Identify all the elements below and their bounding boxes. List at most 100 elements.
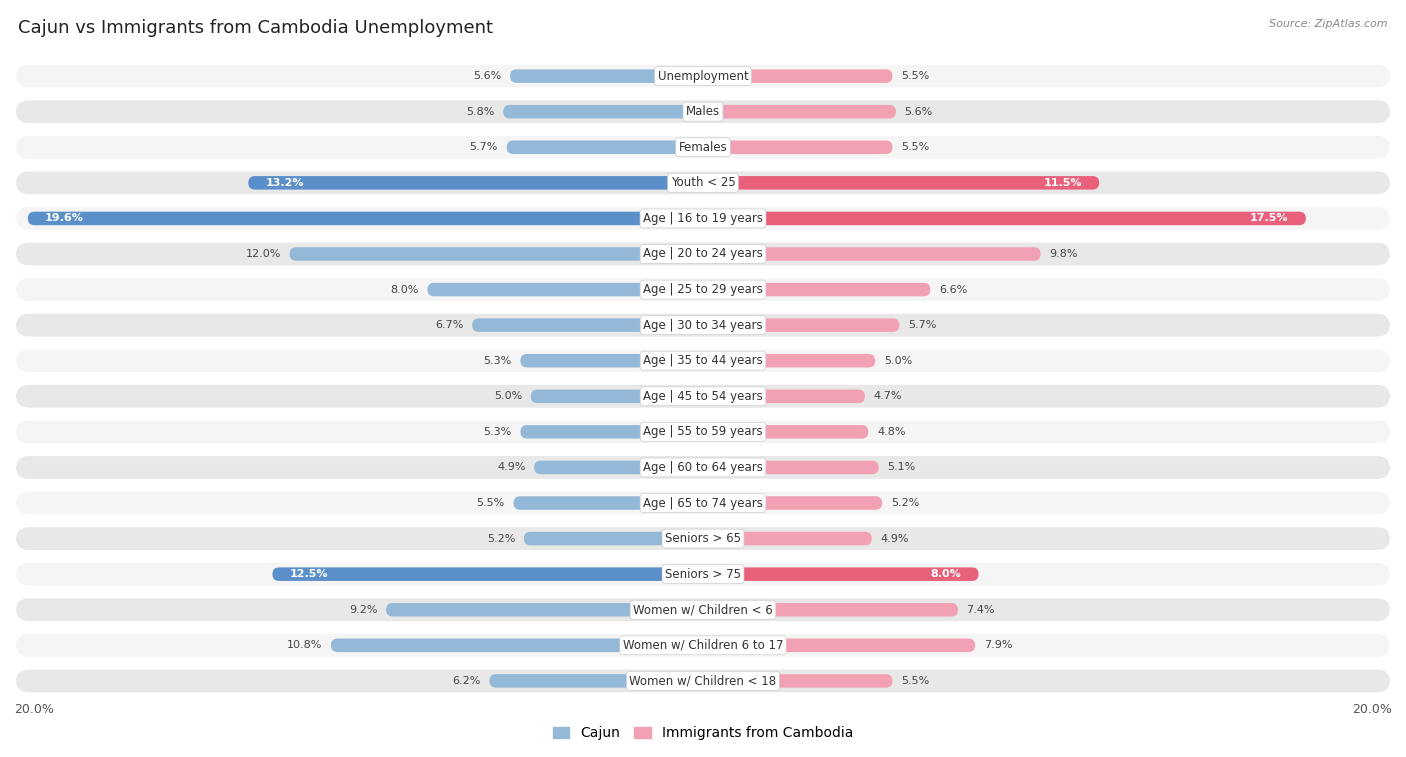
FancyBboxPatch shape xyxy=(703,248,1040,260)
Text: Age | 45 to 54 years: Age | 45 to 54 years xyxy=(643,390,763,403)
Text: 5.5%: 5.5% xyxy=(901,142,929,152)
Text: 9.8%: 9.8% xyxy=(1049,249,1077,259)
Text: 19.6%: 19.6% xyxy=(45,213,84,223)
FancyBboxPatch shape xyxy=(15,65,1391,88)
Text: 6.2%: 6.2% xyxy=(453,676,481,686)
Text: Age | 60 to 64 years: Age | 60 to 64 years xyxy=(643,461,763,474)
Text: Age | 20 to 24 years: Age | 20 to 24 years xyxy=(643,248,763,260)
Text: 13.2%: 13.2% xyxy=(266,178,304,188)
Legend: Cajun, Immigrants from Cambodia: Cajun, Immigrants from Cambodia xyxy=(547,721,859,746)
FancyBboxPatch shape xyxy=(524,532,703,545)
FancyBboxPatch shape xyxy=(520,354,703,367)
Text: Women w/ Children 6 to 17: Women w/ Children 6 to 17 xyxy=(623,639,783,652)
Text: 5.7%: 5.7% xyxy=(908,320,936,330)
FancyBboxPatch shape xyxy=(534,461,703,474)
Text: 9.2%: 9.2% xyxy=(349,605,377,615)
Text: 5.0%: 5.0% xyxy=(884,356,912,366)
FancyBboxPatch shape xyxy=(15,278,1391,301)
Text: 7.9%: 7.9% xyxy=(984,640,1012,650)
FancyBboxPatch shape xyxy=(510,70,703,83)
FancyBboxPatch shape xyxy=(703,70,893,83)
Text: 8.0%: 8.0% xyxy=(931,569,962,579)
FancyBboxPatch shape xyxy=(290,248,703,260)
Text: 4.9%: 4.9% xyxy=(880,534,908,544)
Text: Females: Females xyxy=(679,141,727,154)
Text: 4.7%: 4.7% xyxy=(873,391,903,401)
FancyBboxPatch shape xyxy=(703,176,1099,189)
Text: 20.0%: 20.0% xyxy=(1353,703,1392,716)
Text: 20.0%: 20.0% xyxy=(14,703,53,716)
Text: Age | 55 to 59 years: Age | 55 to 59 years xyxy=(643,425,763,438)
Text: 5.7%: 5.7% xyxy=(470,142,498,152)
FancyBboxPatch shape xyxy=(15,242,1391,266)
FancyBboxPatch shape xyxy=(703,283,931,296)
Text: Youth < 25: Youth < 25 xyxy=(671,176,735,189)
FancyBboxPatch shape xyxy=(15,420,1391,444)
FancyBboxPatch shape xyxy=(15,171,1391,195)
FancyBboxPatch shape xyxy=(249,176,703,189)
FancyBboxPatch shape xyxy=(520,425,703,438)
FancyBboxPatch shape xyxy=(703,425,869,438)
FancyBboxPatch shape xyxy=(15,456,1391,479)
FancyBboxPatch shape xyxy=(15,598,1391,621)
FancyBboxPatch shape xyxy=(273,568,703,581)
FancyBboxPatch shape xyxy=(28,212,703,225)
FancyBboxPatch shape xyxy=(15,349,1391,372)
Text: 5.5%: 5.5% xyxy=(477,498,505,508)
Text: 17.5%: 17.5% xyxy=(1250,213,1289,223)
Text: 11.5%: 11.5% xyxy=(1043,178,1083,188)
FancyBboxPatch shape xyxy=(15,634,1391,656)
Text: 5.2%: 5.2% xyxy=(891,498,920,508)
Text: 5.8%: 5.8% xyxy=(467,107,495,117)
FancyBboxPatch shape xyxy=(531,390,703,403)
Text: Age | 35 to 44 years: Age | 35 to 44 years xyxy=(643,354,763,367)
Text: 5.6%: 5.6% xyxy=(474,71,502,81)
FancyBboxPatch shape xyxy=(703,319,900,332)
FancyBboxPatch shape xyxy=(513,497,703,509)
FancyBboxPatch shape xyxy=(15,313,1391,337)
FancyBboxPatch shape xyxy=(387,603,703,616)
FancyBboxPatch shape xyxy=(703,497,882,509)
Text: Women w/ Children < 6: Women w/ Children < 6 xyxy=(633,603,773,616)
Text: 4.9%: 4.9% xyxy=(498,463,526,472)
FancyBboxPatch shape xyxy=(427,283,703,296)
Text: 5.2%: 5.2% xyxy=(486,534,515,544)
Text: Seniors > 75: Seniors > 75 xyxy=(665,568,741,581)
FancyBboxPatch shape xyxy=(703,639,976,652)
FancyBboxPatch shape xyxy=(703,141,893,154)
Text: Age | 30 to 34 years: Age | 30 to 34 years xyxy=(643,319,763,332)
Text: 7.4%: 7.4% xyxy=(966,605,995,615)
FancyBboxPatch shape xyxy=(703,461,879,474)
FancyBboxPatch shape xyxy=(503,105,703,118)
Text: Women w/ Children < 18: Women w/ Children < 18 xyxy=(630,674,776,687)
Text: 5.1%: 5.1% xyxy=(887,463,915,472)
FancyBboxPatch shape xyxy=(703,105,896,118)
FancyBboxPatch shape xyxy=(15,562,1391,586)
FancyBboxPatch shape xyxy=(330,639,703,652)
FancyBboxPatch shape xyxy=(15,385,1391,408)
Text: 12.5%: 12.5% xyxy=(290,569,328,579)
Text: Seniors > 65: Seniors > 65 xyxy=(665,532,741,545)
FancyBboxPatch shape xyxy=(703,212,1306,225)
Text: 4.8%: 4.8% xyxy=(877,427,905,437)
Text: Age | 16 to 19 years: Age | 16 to 19 years xyxy=(643,212,763,225)
FancyBboxPatch shape xyxy=(15,136,1391,159)
Text: 5.0%: 5.0% xyxy=(494,391,522,401)
FancyBboxPatch shape xyxy=(489,674,703,687)
Text: 6.7%: 6.7% xyxy=(436,320,464,330)
FancyBboxPatch shape xyxy=(703,603,957,616)
Text: 8.0%: 8.0% xyxy=(391,285,419,294)
FancyBboxPatch shape xyxy=(15,669,1391,692)
FancyBboxPatch shape xyxy=(506,141,703,154)
Text: 5.5%: 5.5% xyxy=(901,676,929,686)
FancyBboxPatch shape xyxy=(15,491,1391,515)
Text: 5.3%: 5.3% xyxy=(484,356,512,366)
Text: 5.6%: 5.6% xyxy=(904,107,932,117)
FancyBboxPatch shape xyxy=(703,390,865,403)
Text: 10.8%: 10.8% xyxy=(287,640,322,650)
FancyBboxPatch shape xyxy=(703,354,875,367)
FancyBboxPatch shape xyxy=(15,207,1391,230)
Text: 12.0%: 12.0% xyxy=(246,249,281,259)
Text: 6.6%: 6.6% xyxy=(939,285,967,294)
Text: Unemployment: Unemployment xyxy=(658,70,748,83)
